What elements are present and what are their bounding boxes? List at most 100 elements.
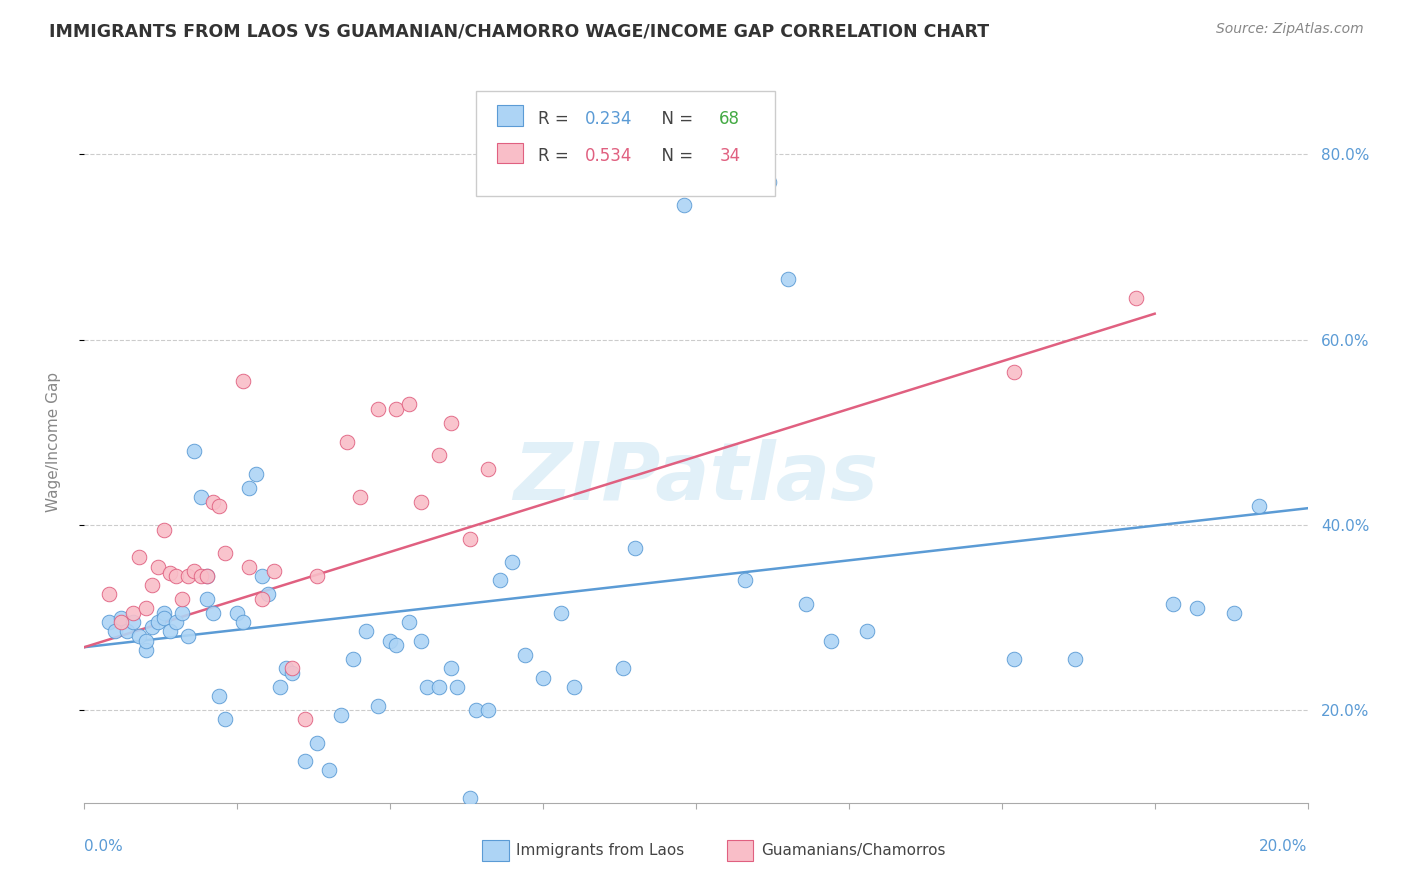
Point xyxy=(672,198,695,212)
Point xyxy=(214,546,236,560)
Point xyxy=(238,481,260,495)
Point xyxy=(612,661,634,675)
Point xyxy=(128,629,150,643)
Point xyxy=(367,698,389,713)
Text: Immigrants from Laos: Immigrants from Laos xyxy=(516,843,685,858)
Point xyxy=(146,615,169,630)
Point xyxy=(416,680,439,694)
Point xyxy=(354,624,377,639)
Text: Source: ZipAtlas.com: Source: ZipAtlas.com xyxy=(1216,22,1364,37)
Point xyxy=(550,606,572,620)
Point xyxy=(238,559,260,574)
Point xyxy=(159,566,181,580)
Point xyxy=(776,272,799,286)
Point xyxy=(294,713,316,727)
Point xyxy=(342,652,364,666)
Point xyxy=(281,661,304,675)
Point xyxy=(458,791,481,805)
Point xyxy=(697,844,720,858)
Point xyxy=(269,680,291,694)
Point xyxy=(458,532,481,546)
Point xyxy=(318,764,340,778)
Point xyxy=(141,620,163,634)
Point xyxy=(135,601,157,615)
Point xyxy=(385,402,408,417)
FancyBboxPatch shape xyxy=(496,143,523,163)
Point xyxy=(250,569,273,583)
Text: R =: R = xyxy=(538,110,574,128)
Point xyxy=(385,638,408,652)
Point xyxy=(177,629,200,643)
Point xyxy=(128,550,150,565)
FancyBboxPatch shape xyxy=(475,91,776,196)
Y-axis label: Wage/Income Gap: Wage/Income Gap xyxy=(46,371,60,512)
Point xyxy=(135,633,157,648)
Point xyxy=(232,375,254,389)
FancyBboxPatch shape xyxy=(727,840,754,861)
Text: 68: 68 xyxy=(720,110,740,128)
Text: N =: N = xyxy=(651,110,699,128)
Point xyxy=(409,633,432,648)
Point xyxy=(758,175,780,189)
Point xyxy=(122,615,145,630)
Point xyxy=(1064,652,1087,666)
Point xyxy=(367,402,389,417)
Point xyxy=(820,633,842,648)
Point xyxy=(183,564,205,578)
Text: 0.534: 0.534 xyxy=(585,147,633,165)
Point xyxy=(305,735,328,749)
Point xyxy=(1223,606,1246,620)
Point xyxy=(734,574,756,588)
Text: ZIPatlas: ZIPatlas xyxy=(513,439,879,516)
Point xyxy=(208,690,231,704)
Point xyxy=(226,606,249,620)
Point xyxy=(165,569,187,583)
Point xyxy=(446,680,468,694)
Point xyxy=(1247,500,1270,514)
Point xyxy=(177,569,200,583)
Point xyxy=(276,661,298,675)
Point xyxy=(97,615,120,630)
Point xyxy=(856,624,879,639)
Point xyxy=(104,624,127,639)
Point xyxy=(195,569,218,583)
Point xyxy=(190,490,212,504)
Text: 0.234: 0.234 xyxy=(585,110,633,128)
Point xyxy=(195,592,218,607)
Point xyxy=(97,587,120,601)
Point xyxy=(294,754,316,768)
Text: 20.0%: 20.0% xyxy=(1260,838,1308,854)
Point xyxy=(201,494,224,508)
Point xyxy=(245,467,267,481)
Point xyxy=(427,449,450,463)
Point xyxy=(1002,652,1025,666)
Point xyxy=(440,661,463,675)
Point xyxy=(110,615,132,630)
FancyBboxPatch shape xyxy=(482,840,509,861)
Point xyxy=(1161,597,1184,611)
Point xyxy=(531,671,554,685)
Point xyxy=(398,397,420,411)
Point xyxy=(305,569,328,583)
Point xyxy=(624,541,647,555)
Point xyxy=(330,707,353,722)
Point xyxy=(250,592,273,607)
Text: N =: N = xyxy=(651,147,699,165)
Text: R =: R = xyxy=(538,147,574,165)
Point xyxy=(214,713,236,727)
Point xyxy=(513,648,536,662)
FancyBboxPatch shape xyxy=(496,105,523,126)
Point xyxy=(195,569,218,583)
Point xyxy=(398,615,420,630)
Point xyxy=(141,578,163,592)
Point xyxy=(190,569,212,583)
Point xyxy=(153,610,176,624)
Point xyxy=(336,434,359,449)
Point xyxy=(172,606,194,620)
Point xyxy=(153,606,176,620)
Point xyxy=(257,587,280,601)
Text: Guamanians/Chamorros: Guamanians/Chamorros xyxy=(761,843,945,858)
Point xyxy=(1002,365,1025,379)
Text: 0.0%: 0.0% xyxy=(84,838,124,854)
Point xyxy=(153,523,176,537)
